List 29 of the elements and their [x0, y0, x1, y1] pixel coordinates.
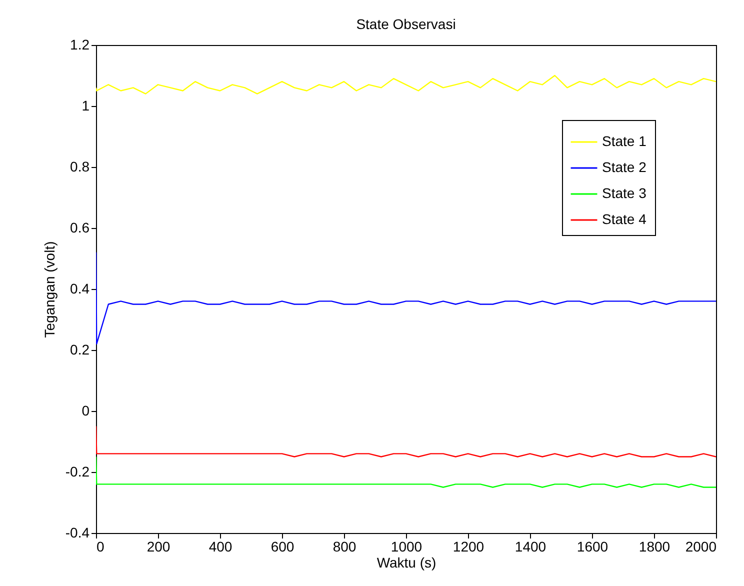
- y-tick-label: 1: [82, 98, 90, 114]
- x-tick-label: 1200: [452, 538, 484, 554]
- line-series: [96, 74, 716, 94]
- chart-title: State Observasi: [356, 16, 456, 32]
- y-tick-label: 1.2: [70, 36, 90, 52]
- y-tick-label: 0: [82, 402, 90, 418]
- x-tick-label: 800: [332, 538, 356, 554]
- y-axis-title: Tegangan (volt): [41, 241, 58, 338]
- x-tick-label: 0: [96, 538, 104, 554]
- line-series: [96, 252, 716, 344]
- y-tick-label: -0.2: [65, 464, 90, 480]
- x-tick-label: 1600: [576, 538, 608, 554]
- y-tick-label: 0.2: [70, 342, 90, 358]
- y-tick-label: 0.4: [70, 280, 90, 296]
- x-tick-label: 1400: [514, 538, 546, 554]
- x-tick-label: 200: [146, 538, 170, 554]
- x-tick-label: 2000: [685, 538, 717, 554]
- legend-label: State 4: [602, 211, 647, 227]
- x-axis-title: Waktu (s): [376, 554, 436, 570]
- legend-label: State 3: [602, 185, 647, 201]
- x-tick-label: 400: [208, 538, 232, 554]
- y-tick-label: -0.4: [65, 524, 90, 540]
- legend-label: State 2: [602, 159, 647, 175]
- x-tick-label: 1000: [390, 538, 422, 554]
- x-tick-label: 1800: [638, 538, 670, 554]
- x-tick-label: 600: [270, 538, 294, 554]
- y-tick-label: 0.6: [70, 220, 90, 236]
- legend-label: State 1: [602, 133, 647, 149]
- y-tick-label: 0.8: [70, 158, 90, 174]
